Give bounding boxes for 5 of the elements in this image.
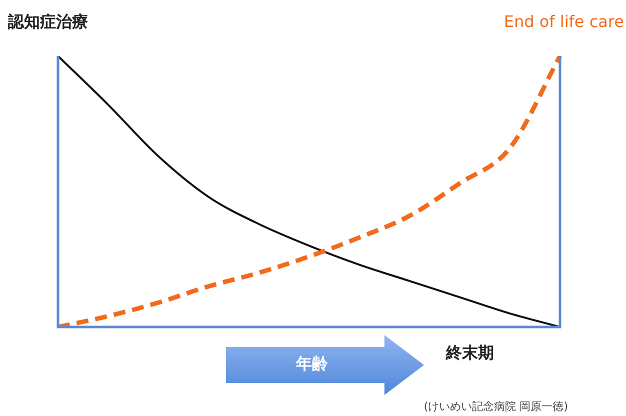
x-axis-title: 年齢	[296, 354, 328, 375]
text: 終末期	[446, 343, 494, 364]
text: 認知症治療	[8, 12, 88, 33]
text: (けいめい記念病院 岡原一徳)	[424, 399, 568, 414]
text: End of life care	[504, 12, 624, 31]
